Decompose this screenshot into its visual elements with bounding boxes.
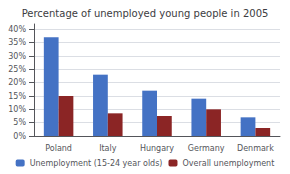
svg-text:20%: 20% [8, 78, 26, 87]
svg-text:Percentage of unemployed young: Percentage of unemployed young people in… [22, 8, 269, 19]
svg-text:Italy: Italy [99, 144, 117, 153]
svg-text:5%: 5% [13, 118, 26, 127]
svg-text:30%: 30% [8, 52, 26, 61]
svg-text:40%: 40% [8, 25, 26, 34]
svg-text:0%: 0% [13, 132, 26, 141]
svg-text:Unemployment (15-24 year olds): Unemployment (15-24 year olds) [30, 159, 163, 168]
svg-text:Germany: Germany [188, 144, 225, 153]
svg-text:Poland: Poland [45, 144, 72, 153]
svg-text:25%: 25% [8, 65, 26, 74]
svg-text:Overall unemployment: Overall unemployment [182, 159, 274, 168]
svg-text:10%: 10% [8, 105, 26, 114]
svg-text:15%: 15% [8, 92, 26, 101]
svg-text:35%: 35% [8, 38, 26, 47]
svg-text:Hungary: Hungary [140, 144, 174, 153]
svg-text:Denmark: Denmark [237, 144, 274, 153]
